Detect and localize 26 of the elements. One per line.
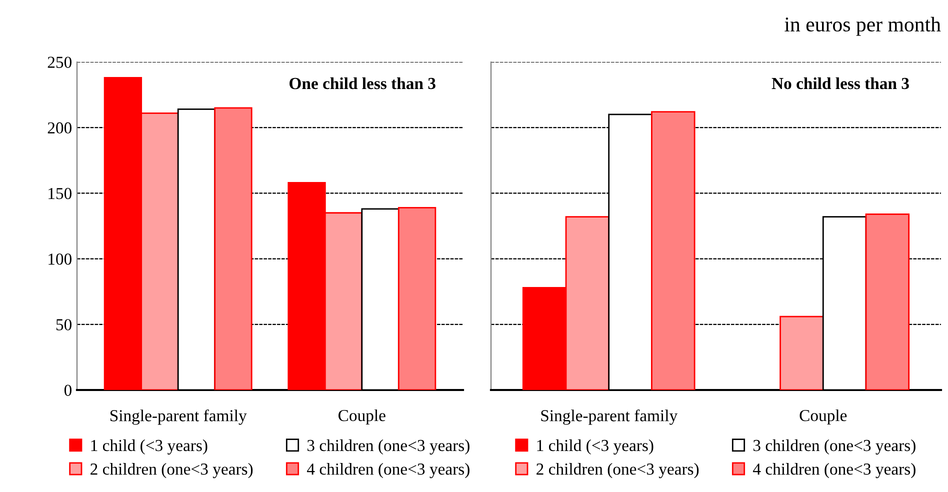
x-tick-label: Single-parent family	[541, 409, 678, 425]
text: in euros per month	[784, 16, 941, 36]
y-tick-label: 100	[48, 254, 72, 265]
bar	[651, 111, 696, 390]
y-tick-label: 250	[48, 56, 72, 68]
bar	[780, 316, 824, 390]
y-tick-label: 150	[48, 188, 72, 200]
x-tick-label: Single-parent family	[110, 409, 247, 425]
bar	[398, 206, 436, 390]
bar	[865, 213, 910, 390]
legend-label: 4 children (one<3 years)	[752, 463, 916, 478]
legend-label: 1 child (<3 years)	[91, 439, 208, 455]
y-tick-label: 0	[64, 384, 72, 396]
legend-label: 3 children (one<3 years)	[307, 439, 470, 455]
legend-label: 1 child (<3 years)	[537, 439, 654, 455]
y-tick-label: 200	[48, 122, 72, 134]
y-tick-label: 50	[56, 319, 72, 330]
x-tick-label: Couple	[800, 409, 847, 425]
legend-label: 2 children (one<3 years)	[536, 463, 699, 478]
legend-label: 2 children (one<3 years)	[90, 463, 253, 478]
annotation: One child less than 3	[290, 77, 436, 90]
bar	[214, 107, 252, 390]
x-tick-label: Couple	[338, 409, 386, 425]
annotation: No child less than 3	[772, 77, 909, 90]
legend-label: 3 children (one<3 years)	[753, 439, 916, 455]
legend-label: 4 children (one<3 years)	[306, 463, 470, 478]
